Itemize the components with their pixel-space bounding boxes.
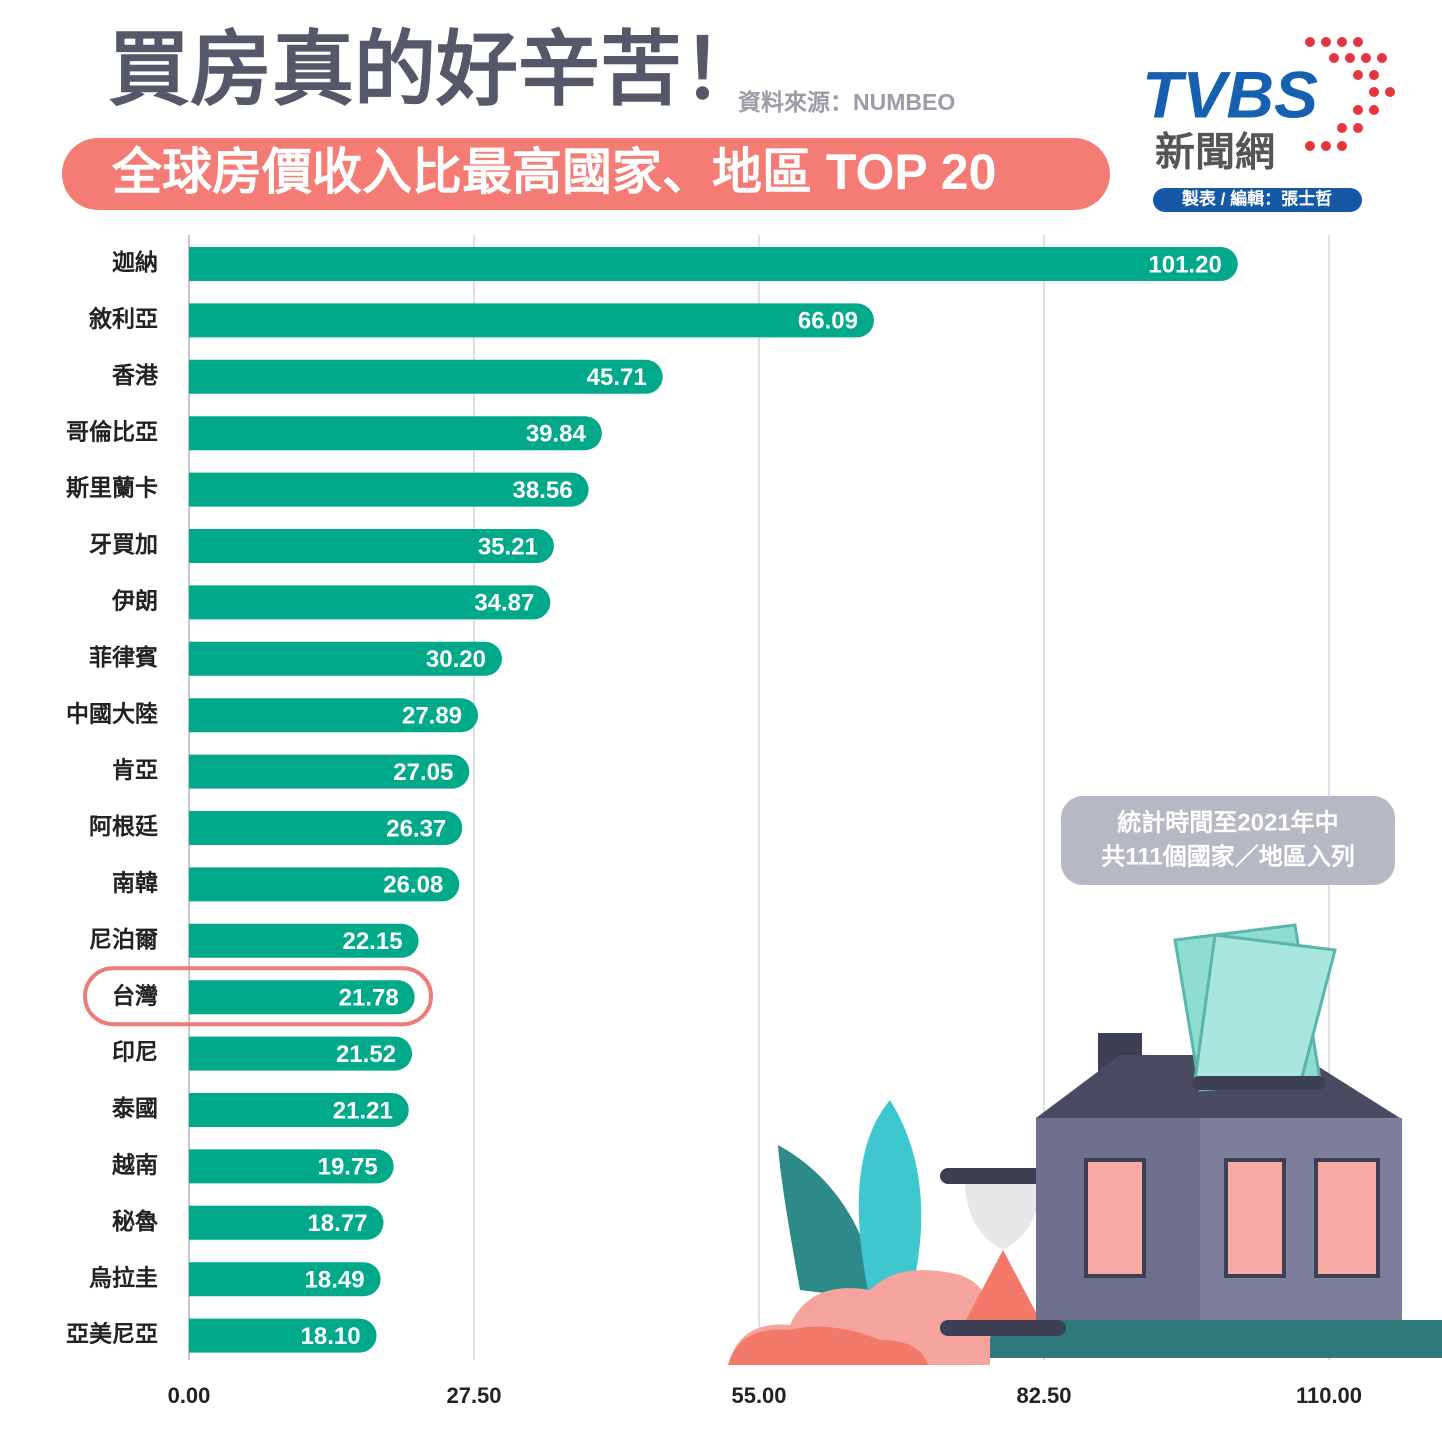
value-label: 27.05 — [393, 759, 453, 786]
bar — [189, 585, 551, 620]
value-label: 35.21 — [478, 533, 538, 560]
subtitle: 全球房價收入比最高國家、地區 TOP 20 — [111, 144, 996, 200]
y-tick-label: 泰國 — [111, 1095, 158, 1121]
logo-sub: 新聞網 — [1155, 131, 1275, 175]
x-tick-label: 55.00 — [731, 1383, 786, 1408]
value-label: 21.21 — [333, 1097, 393, 1124]
value-label: 66.09 — [798, 308, 858, 335]
bar — [189, 529, 554, 563]
y-tick-label: 敘利亞 — [89, 305, 158, 331]
y-tick-label: 亞美尼亞 — [66, 1321, 158, 1347]
bar — [189, 1036, 413, 1071]
hourglass-sand — [966, 1250, 1040, 1320]
leaf — [778, 1145, 880, 1300]
bar — [189, 416, 602, 451]
value-label: 30.20 — [426, 646, 486, 673]
bar — [189, 1318, 377, 1353]
illustration: 統計時間至2021年中 共111個國家／地區入列 — [728, 796, 1442, 1365]
value-label: 27.89 — [402, 703, 462, 730]
note: 共111個國家／地區入列 — [1101, 842, 1354, 870]
value-label: 21.78 — [339, 985, 399, 1012]
bar — [189, 867, 460, 902]
slot — [1192, 1076, 1325, 1090]
bar — [189, 359, 663, 394]
y-tick-label: 烏拉圭 — [89, 1264, 158, 1290]
x-tick-label: 0.00 — [168, 1383, 211, 1408]
value-label: 39.84 — [526, 421, 587, 448]
note: 統計時間至2021年中 — [1117, 808, 1338, 836]
credit: 製表 / 編輯：張士哲 — [1181, 188, 1332, 208]
y-tick-label: 香港 — [112, 362, 159, 388]
value-label: 45.71 — [587, 364, 647, 391]
x-tick-label: 110.00 — [1296, 1383, 1362, 1408]
logo-text: TVBS — [1142, 57, 1318, 131]
value-label: 22.15 — [342, 928, 402, 955]
y-tick-label: 伊朗 — [111, 587, 158, 613]
value-label: 18.49 — [305, 1267, 365, 1294]
note-box — [1061, 796, 1395, 885]
subtitle-pill — [62, 138, 1110, 210]
bar — [189, 1262, 381, 1297]
hourglass-glass — [965, 1184, 1040, 1250]
bar — [189, 698, 479, 733]
value-label: 26.08 — [383, 872, 443, 899]
x-tick-label: 82.50 — [1016, 1383, 1071, 1408]
y-tick-label: 中國大陸 — [66, 700, 158, 726]
value-label: 34.87 — [474, 590, 534, 617]
value-label: 18.10 — [301, 1323, 361, 1350]
bar — [189, 247, 1238, 281]
value-label: 19.75 — [318, 1154, 378, 1181]
y-tick-label: 牙買加 — [89, 531, 158, 557]
value-label: 21.52 — [336, 1041, 396, 1068]
y-tick-label: 南韓 — [112, 869, 158, 895]
logo: TVBS 新聞網 製表 / 編輯：張士哲 — [1142, 37, 1395, 212]
y-tick-label: 台灣 — [112, 982, 158, 1008]
bar — [189, 754, 470, 789]
windows — [1084, 1158, 1380, 1278]
hourglass-bottom — [940, 1320, 1066, 1336]
source: 資料來源：NUMBEO — [738, 89, 955, 115]
leaf — [858, 1100, 922, 1300]
y-tick-label: 尼泊爾 — [89, 926, 158, 952]
bars: 迦納 101.20 敘利亞 66.09 香港 45.71 哥倫比亞 39.84 斯里蘭卡 38.5… — [66, 247, 1238, 1353]
bar — [189, 1093, 409, 1127]
bar — [189, 641, 502, 676]
value-label: 18.77 — [307, 1210, 367, 1237]
x-tick-label: 27.50 — [446, 1383, 501, 1408]
value-label: 26.37 — [386, 815, 446, 842]
y-tick-label: 越南 — [112, 1151, 158, 1177]
highlight-ring — [83, 966, 433, 1027]
value-label: 101.20 — [1148, 251, 1221, 278]
y-tick-label: 肯亞 — [112, 757, 158, 783]
bar — [189, 980, 415, 1015]
bar — [189, 472, 589, 507]
bush — [728, 1326, 928, 1365]
credit-pill — [1153, 188, 1362, 212]
y-tick-label: 哥倫比亞 — [66, 418, 158, 444]
bar — [189, 811, 463, 845]
logo-dots — [1305, 37, 1395, 151]
title: 買房真的好辛苦！ — [108, 25, 764, 116]
bar — [189, 1149, 394, 1184]
bar — [189, 303, 874, 338]
bar — [189, 923, 419, 958]
y-tick-label: 斯里蘭卡 — [66, 475, 158, 501]
y-tick-label: 印尼 — [112, 1039, 158, 1065]
bar — [189, 1205, 384, 1240]
hourglass-top — [940, 1168, 1066, 1184]
value-label: 38.56 — [513, 477, 573, 504]
y-tick-label: 阿根廷 — [89, 813, 159, 839]
y-tick-label: 迦納 — [112, 249, 158, 275]
y-tick-label: 菲律賓 — [89, 644, 158, 670]
y-tick-label: 秘魯 — [112, 1208, 158, 1234]
